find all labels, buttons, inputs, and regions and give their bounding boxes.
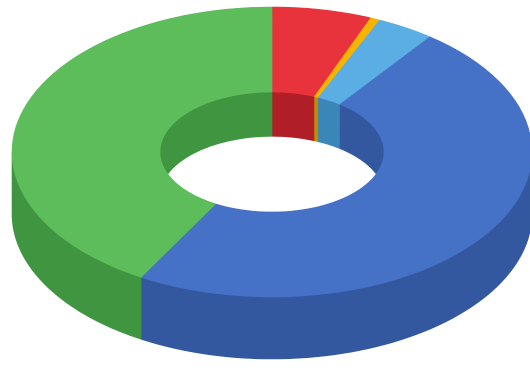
slice-4 xyxy=(11,6,273,278)
donut-top-faces xyxy=(11,6,530,298)
donut-hole xyxy=(160,136,384,212)
